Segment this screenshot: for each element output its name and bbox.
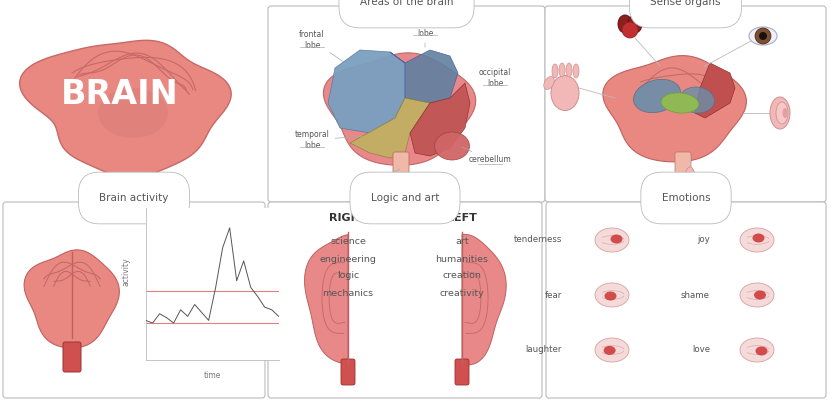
Text: brain
stem: brain stem [360,169,399,193]
Ellipse shape [573,64,579,78]
Polygon shape [603,56,746,162]
Ellipse shape [749,27,777,45]
FancyBboxPatch shape [546,202,826,398]
Ellipse shape [754,290,766,300]
Ellipse shape [680,87,715,113]
Polygon shape [20,40,231,177]
Polygon shape [24,250,119,348]
Ellipse shape [740,228,774,252]
Ellipse shape [776,102,788,124]
Ellipse shape [605,292,617,300]
Text: LEFT: LEFT [447,213,477,223]
Text: Sense organs: Sense organs [651,0,721,7]
Ellipse shape [551,76,579,110]
Text: occipital
lobe: occipital lobe [470,68,511,92]
FancyBboxPatch shape [268,6,545,202]
Text: joy: joy [697,236,710,244]
Ellipse shape [595,338,629,362]
Text: logic: logic [337,272,359,280]
Text: parietal
lobe: parietal lobe [410,18,440,47]
Ellipse shape [692,183,700,193]
Ellipse shape [755,28,771,44]
Ellipse shape [783,108,788,118]
Ellipse shape [740,283,774,307]
Text: RIGHT: RIGHT [329,213,367,223]
Ellipse shape [98,88,168,138]
Text: science: science [330,238,366,246]
Ellipse shape [618,15,632,33]
Ellipse shape [633,79,681,113]
Text: creativity: creativity [439,288,484,298]
Polygon shape [390,50,458,103]
Text: BRAIN: BRAIN [61,78,179,112]
FancyBboxPatch shape [63,342,81,372]
Text: art: art [455,238,468,246]
FancyBboxPatch shape [455,359,469,385]
Ellipse shape [685,167,695,189]
Ellipse shape [680,183,688,193]
Text: Areas of the brain: Areas of the brain [359,0,453,7]
Text: temporal
lobe: temporal lobe [295,130,362,150]
FancyBboxPatch shape [545,6,826,202]
FancyBboxPatch shape [133,152,157,182]
Text: creation: creation [443,272,482,280]
Polygon shape [305,235,348,365]
Ellipse shape [661,93,699,113]
Text: humanities: humanities [435,254,488,264]
FancyBboxPatch shape [341,359,355,385]
Ellipse shape [759,32,767,40]
Text: cerebellum: cerebellum [463,147,512,164]
Ellipse shape [622,22,638,38]
Ellipse shape [552,64,558,78]
Polygon shape [328,50,405,133]
Text: laughter: laughter [526,346,562,354]
Ellipse shape [559,63,565,77]
Text: mechanics: mechanics [323,288,374,298]
Text: time: time [204,371,220,380]
Text: Brain activity: Brain activity [99,193,169,203]
Polygon shape [462,234,506,365]
FancyBboxPatch shape [3,202,265,398]
Ellipse shape [755,346,767,356]
Ellipse shape [628,15,642,33]
Ellipse shape [603,346,616,355]
Ellipse shape [566,63,572,77]
Text: fear: fear [545,290,562,300]
Text: Logic and art: Logic and art [371,193,439,203]
Text: shame: shame [681,290,710,300]
Ellipse shape [770,97,790,129]
Ellipse shape [544,76,554,90]
Text: engineering: engineering [319,254,376,264]
Ellipse shape [434,132,469,160]
Text: activity: activity [121,257,130,286]
Polygon shape [324,53,476,165]
FancyBboxPatch shape [268,202,542,398]
Text: frontal
lobe: frontal lobe [300,30,343,62]
Text: Emotions: Emotions [661,193,711,203]
Polygon shape [695,63,735,118]
FancyBboxPatch shape [675,152,691,178]
FancyBboxPatch shape [393,152,409,178]
Ellipse shape [595,283,629,307]
Text: tenderness: tenderness [513,236,562,244]
Ellipse shape [595,228,629,252]
Polygon shape [410,83,470,156]
Text: love: love [692,346,710,354]
Ellipse shape [752,234,765,242]
Ellipse shape [611,234,622,244]
Polygon shape [350,98,430,158]
Ellipse shape [740,338,774,362]
